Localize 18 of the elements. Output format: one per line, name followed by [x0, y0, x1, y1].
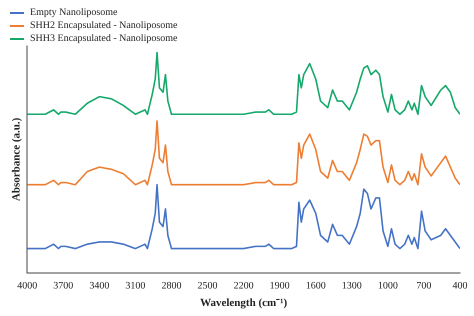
x-tick-label: 1900: [270, 280, 290, 292]
x-tick-label: 1000: [378, 280, 398, 292]
x-tick-label: 3700: [53, 280, 74, 292]
legend-label: SHH2 Encapsulated - Nanoliposome: [30, 19, 178, 32]
x-tick-label: 700: [416, 280, 432, 292]
x-tick-label: 3100: [125, 280, 146, 292]
x-tick-label: 1600: [306, 280, 326, 292]
x-tick-label: 2200: [234, 280, 254, 292]
x-tick-label: 1300: [342, 280, 362, 292]
x-tick-label: 2500: [198, 280, 218, 292]
x-tick-label: 400: [452, 280, 468, 292]
x-tick-label: 2800: [161, 280, 182, 292]
y-axis-title: Absorbance (a.u.): [10, 117, 22, 202]
x-axis-title: Wavelength (cm⁻¹): [200, 297, 288, 310]
legend-label: SHH3 Encapsulated - Nanoliposome: [30, 32, 178, 45]
x-tick-label: 4000: [17, 280, 38, 292]
legend-label: Empty Nanoliposome: [30, 6, 118, 19]
x-tick-label: 3400: [89, 280, 110, 292]
